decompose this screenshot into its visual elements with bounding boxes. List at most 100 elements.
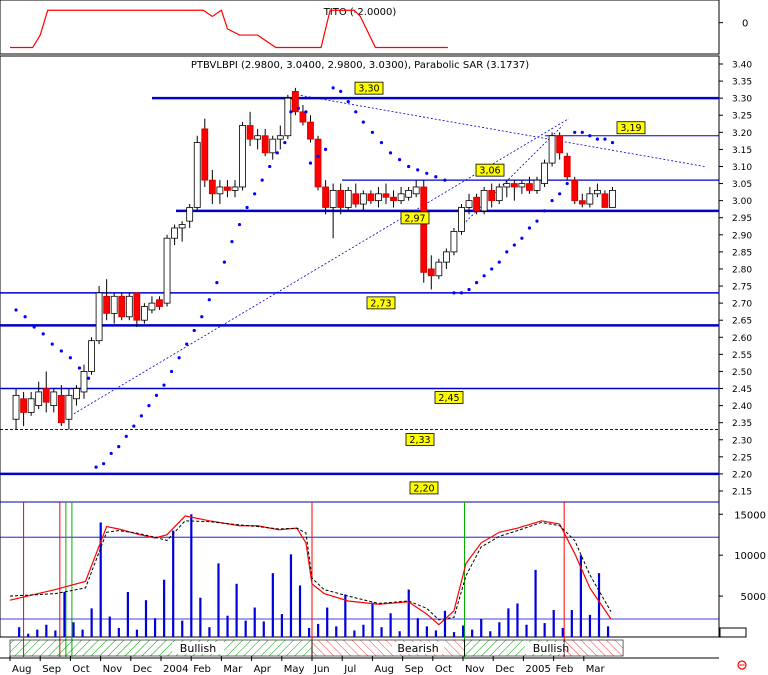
price-y-tick-label: 3.35 bbox=[732, 78, 752, 88]
candle-body bbox=[224, 186, 231, 191]
price-y-tick-label: 2.80 bbox=[732, 265, 752, 275]
volume-bar bbox=[606, 626, 610, 637]
volume-bar bbox=[226, 615, 229, 637]
x-tick-label: 2004 bbox=[163, 664, 188, 675]
sar-dot bbox=[169, 369, 174, 374]
volume-bar bbox=[199, 597, 202, 637]
price-y-tick-label: 3.00 bbox=[732, 197, 752, 207]
level-label: 2,45 bbox=[434, 391, 464, 404]
sar-dot bbox=[162, 383, 166, 387]
volume-bar bbox=[579, 555, 582, 637]
volume-bar bbox=[244, 620, 247, 637]
x-tick-label: Sep bbox=[405, 664, 424, 675]
x-tick-label: Dec bbox=[133, 664, 152, 675]
sar-dot bbox=[109, 451, 113, 456]
candlesticks bbox=[12, 87, 616, 430]
candle-body bbox=[216, 186, 224, 195]
volume-bar bbox=[344, 594, 347, 637]
sar-dot bbox=[207, 298, 211, 302]
sar-dot bbox=[595, 137, 599, 141]
phase-segments: Bullish Bearish Bullish bbox=[9, 639, 624, 657]
volume-y-axis: 15000 10000 5000 bbox=[719, 510, 766, 603]
candle-body bbox=[110, 295, 118, 314]
sar-dot bbox=[482, 274, 486, 278]
support-resistance-levels bbox=[0, 96, 719, 476]
candle-body bbox=[118, 295, 126, 318]
indicator-line bbox=[10, 9, 448, 49]
volume-oscillator-lines bbox=[9, 515, 612, 626]
x-tick-label: Oct bbox=[72, 664, 89, 675]
sar-dot bbox=[260, 178, 264, 182]
trendline bbox=[296, 94, 705, 167]
candle-body bbox=[50, 391, 58, 407]
x-tick-label: 2005 bbox=[525, 664, 550, 675]
sar-dot bbox=[68, 356, 72, 360]
settings-icon[interactable] bbox=[737, 660, 747, 670]
candle-body bbox=[254, 135, 262, 140]
level-label-text: 2,73 bbox=[370, 298, 391, 309]
candle-body bbox=[231, 186, 239, 191]
volume-bar bbox=[153, 618, 157, 637]
candle-body bbox=[322, 186, 329, 208]
sar-dot bbox=[192, 328, 196, 333]
price-y-tick-label: 3.20 bbox=[732, 129, 752, 139]
sar-dot bbox=[370, 130, 374, 134]
sar-dot bbox=[102, 462, 106, 466]
sar-dot bbox=[407, 164, 411, 169]
candle-body bbox=[435, 261, 443, 277]
sar-dot bbox=[580, 130, 584, 134]
candle-body bbox=[526, 183, 533, 191]
candle-body bbox=[337, 189, 345, 208]
volume-bar bbox=[534, 569, 537, 637]
price-y-tick-label: 2.30 bbox=[732, 436, 752, 446]
oscillator-line bbox=[9, 520, 612, 621]
sar-dot bbox=[268, 164, 272, 169]
candle-body bbox=[344, 189, 352, 208]
sar-dot bbox=[283, 140, 287, 145]
sar-dot bbox=[77, 366, 82, 370]
phase-label: Bullish bbox=[180, 642, 216, 655]
trendlines bbox=[70, 94, 705, 417]
sar-dot bbox=[452, 291, 456, 295]
price-y-tick-label: 3.30 bbox=[732, 95, 752, 105]
volume-bar bbox=[443, 610, 447, 637]
sar-dot bbox=[520, 236, 524, 240]
volume-bar bbox=[398, 631, 401, 637]
level-label: 2,73 bbox=[366, 296, 396, 309]
trendline bbox=[70, 118, 569, 417]
sar-dot bbox=[139, 414, 143, 418]
level-label: 3,06 bbox=[475, 163, 505, 177]
volume-bars bbox=[18, 514, 610, 637]
candle-body bbox=[390, 196, 397, 202]
candle-body bbox=[450, 230, 458, 253]
candle-body bbox=[291, 90, 299, 113]
volume-panel: 15000 10000 5000 bbox=[0, 501, 766, 657]
candle-body bbox=[73, 388, 80, 400]
candle-body bbox=[307, 121, 314, 140]
phase-segment: Bullish bbox=[9, 639, 313, 657]
level-label: 3,30 bbox=[354, 81, 384, 95]
candle-body bbox=[556, 135, 564, 154]
volume-bar bbox=[471, 629, 474, 637]
phase-label: Bullish bbox=[533, 642, 569, 655]
level-label-text: 3,19 bbox=[620, 123, 641, 134]
candle-body bbox=[473, 196, 480, 212]
volume-bar bbox=[90, 608, 93, 637]
parabolic-sar-series bbox=[14, 86, 615, 469]
price-y-tick-label: 2.15 bbox=[732, 488, 752, 498]
phase-segment: Bullish bbox=[464, 639, 577, 657]
sar-dot bbox=[512, 243, 516, 247]
candle-body bbox=[27, 398, 35, 413]
volume-bar bbox=[190, 514, 193, 637]
volume-bar bbox=[117, 628, 120, 637]
price-y-tick-label: 3.25 bbox=[732, 112, 752, 122]
candle-body bbox=[239, 125, 246, 188]
volume-bar bbox=[525, 624, 528, 637]
sar-dot bbox=[147, 404, 151, 408]
indicator-y-tick-label: 0 bbox=[742, 19, 748, 30]
sar-dot bbox=[316, 154, 320, 158]
phase-segment: Bearish bbox=[311, 639, 465, 657]
volume-bar bbox=[72, 622, 75, 637]
sar-dot bbox=[275, 151, 279, 155]
x-tick-label: Mar bbox=[223, 664, 243, 675]
